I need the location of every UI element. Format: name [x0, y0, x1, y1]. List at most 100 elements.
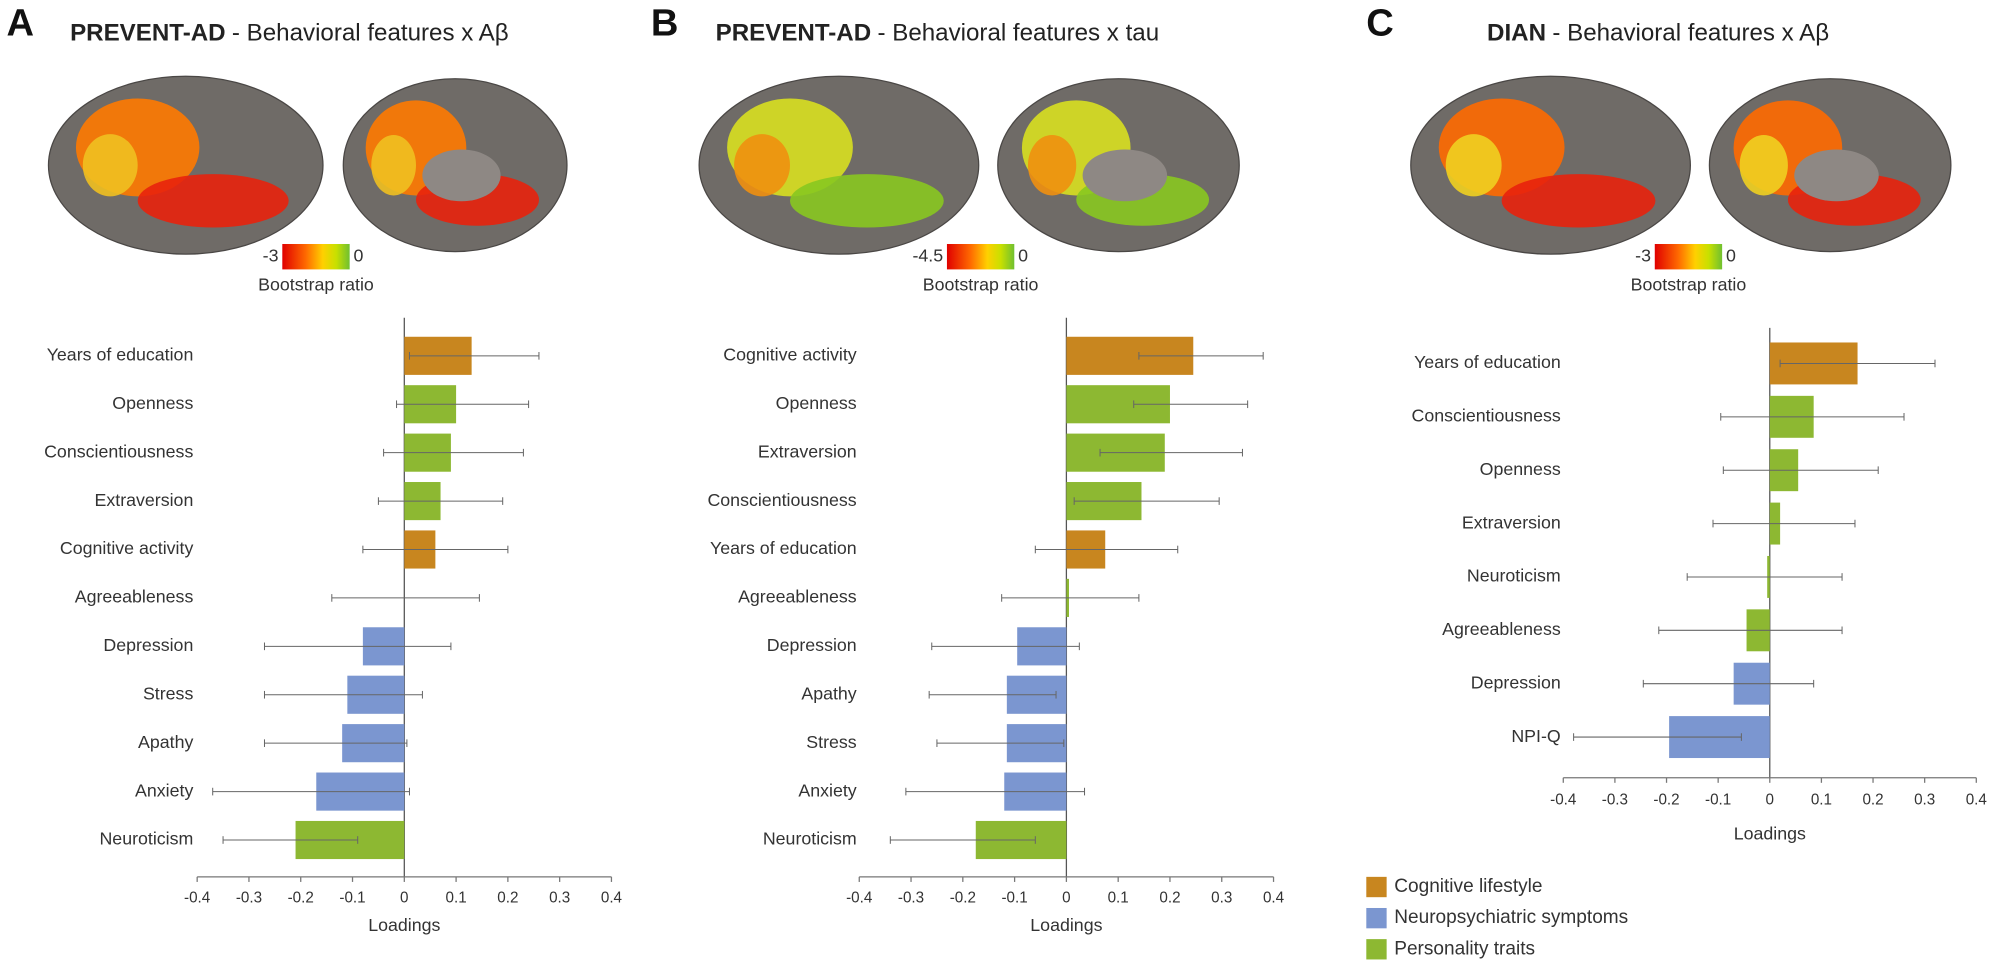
brain-midline — [1794, 149, 1879, 202]
category-label: Neuroticism — [763, 829, 857, 849]
colorbar-tick-label: -3 — [1635, 245, 1651, 265]
category-label: Agreeableness — [1442, 619, 1561, 639]
x-tick-label: -0.2 — [950, 889, 976, 906]
brain-region — [789, 174, 944, 228]
error-bar — [331, 594, 480, 602]
colorbar — [946, 243, 1015, 270]
x-tick-label: 0.3 — [1914, 792, 1935, 809]
error-bar — [1686, 573, 1843, 581]
error-bar — [889, 836, 1036, 844]
x-tick-label: 0.4 — [1263, 889, 1285, 906]
x-tick-label: 0.2 — [1159, 889, 1180, 906]
legend-label: Cognitive lifestyle — [1394, 876, 1542, 897]
brain-region — [1445, 134, 1502, 197]
x-tick-label: -0.4 — [184, 889, 211, 906]
category-label: Apathy — [138, 732, 193, 752]
x-tick-label: 0 — [400, 889, 408, 906]
category-label: Apathy — [801, 683, 856, 703]
legend-swatch — [1366, 939, 1387, 960]
x-tick-label: 0.3 — [549, 889, 570, 906]
error-bar — [396, 400, 530, 409]
brain-midline — [1082, 149, 1168, 202]
brain-region — [137, 174, 289, 228]
chart-title: PREVENT-AD - Behavioral features x Aβ — [70, 20, 509, 47]
brain — [1410, 75, 1691, 255]
x-tick-label: 0.2 — [1862, 792, 1883, 809]
x-tick-label: -0.3 — [236, 889, 262, 906]
error-bar — [383, 448, 524, 457]
category-label: Agreeableness — [75, 587, 194, 607]
colorbar-label: Bootstrap ratio — [923, 275, 1039, 295]
x-tick-label: -0.4 — [1550, 792, 1577, 809]
category-label: Extraversion — [758, 441, 857, 461]
category-label: Extraversion — [1462, 512, 1561, 532]
error-bar — [1099, 448, 1243, 457]
error-bar — [905, 787, 1086, 796]
brain — [47, 75, 324, 255]
error-bar — [263, 739, 408, 747]
category-label: Openness — [112, 393, 193, 413]
category-label: Neuroticism — [99, 829, 193, 849]
category-label: Conscientiousness — [707, 490, 856, 510]
brain-region — [1739, 134, 1788, 196]
error-bar — [263, 642, 452, 651]
brain — [698, 75, 980, 255]
brain-midline — [422, 149, 501, 202]
category-label: Cognitive activity — [60, 538, 194, 558]
category-label: Agreeableness — [738, 587, 857, 607]
category-label: Stress — [143, 683, 194, 703]
legend-label: Personality traits — [1394, 938, 1535, 959]
colorbar-label: Bootstrap ratio — [258, 275, 374, 295]
error-bar — [1720, 413, 1905, 421]
category-label: Anxiety — [798, 780, 856, 800]
title-text: - Behavioral features x Aβ — [1552, 20, 1829, 47]
brain — [1708, 78, 1952, 253]
legend-label: Neuropsychiatric symptoms — [1394, 907, 1628, 928]
panel-letter: C — [1366, 1, 1394, 44]
error-bar — [263, 690, 423, 699]
brain-region — [1027, 134, 1077, 196]
x-tick-label: 0.1 — [1108, 889, 1129, 906]
error-bar — [1034, 545, 1179, 554]
colorbar-tick-label: 0 — [1018, 245, 1028, 265]
legend-swatch — [1366, 907, 1387, 929]
error-bar — [1073, 497, 1220, 505]
x-tick-label: 0 — [1062, 889, 1070, 906]
x-tick-label: -0.2 — [1653, 792, 1679, 809]
brain-region — [371, 134, 416, 196]
x-tick-label: -0.3 — [1602, 792, 1628, 809]
category-label: Depression — [103, 635, 193, 655]
title-text: - Behavioral features x tau — [878, 20, 1160, 47]
x-tick-label: 0.4 — [601, 889, 623, 906]
category-label: Neuroticism — [1467, 566, 1561, 586]
brain-region — [82, 134, 138, 197]
error-bar — [362, 545, 509, 554]
colorbar-tick-label: 0 — [353, 245, 363, 265]
error-bar — [1712, 519, 1856, 528]
colorbar-label: Bootstrap ratio — [1631, 275, 1747, 295]
brain-region — [734, 134, 790, 197]
category-label: Openness — [776, 393, 857, 413]
category-label: NPI-Q — [1511, 726, 1560, 746]
error-bar — [1001, 594, 1140, 602]
x-tick-label: -0.2 — [288, 889, 314, 906]
error-bar — [1722, 466, 1879, 475]
error-bar — [377, 497, 504, 505]
category-label: Openness — [1480, 459, 1561, 479]
colorbar-tick-label: 0 — [1726, 245, 1736, 265]
x-tick-label: 0.1 — [1811, 792, 1832, 809]
brain — [997, 78, 1240, 253]
brain-region — [1501, 174, 1656, 228]
x-axis-label: Loadings — [1030, 915, 1102, 935]
category-label: Years of education — [1414, 352, 1561, 372]
error-bar — [1573, 733, 1742, 741]
x-tick-label: -0.1 — [1001, 889, 1027, 906]
panel-letter: B — [651, 1, 679, 44]
category-label: Stress — [806, 732, 857, 752]
category-label: Years of education — [47, 345, 194, 365]
x-tick-label: 0.4 — [1966, 792, 1988, 809]
error-bar — [936, 739, 1065, 747]
legend-swatch — [1366, 876, 1387, 898]
category-label: Depression — [1471, 672, 1561, 692]
